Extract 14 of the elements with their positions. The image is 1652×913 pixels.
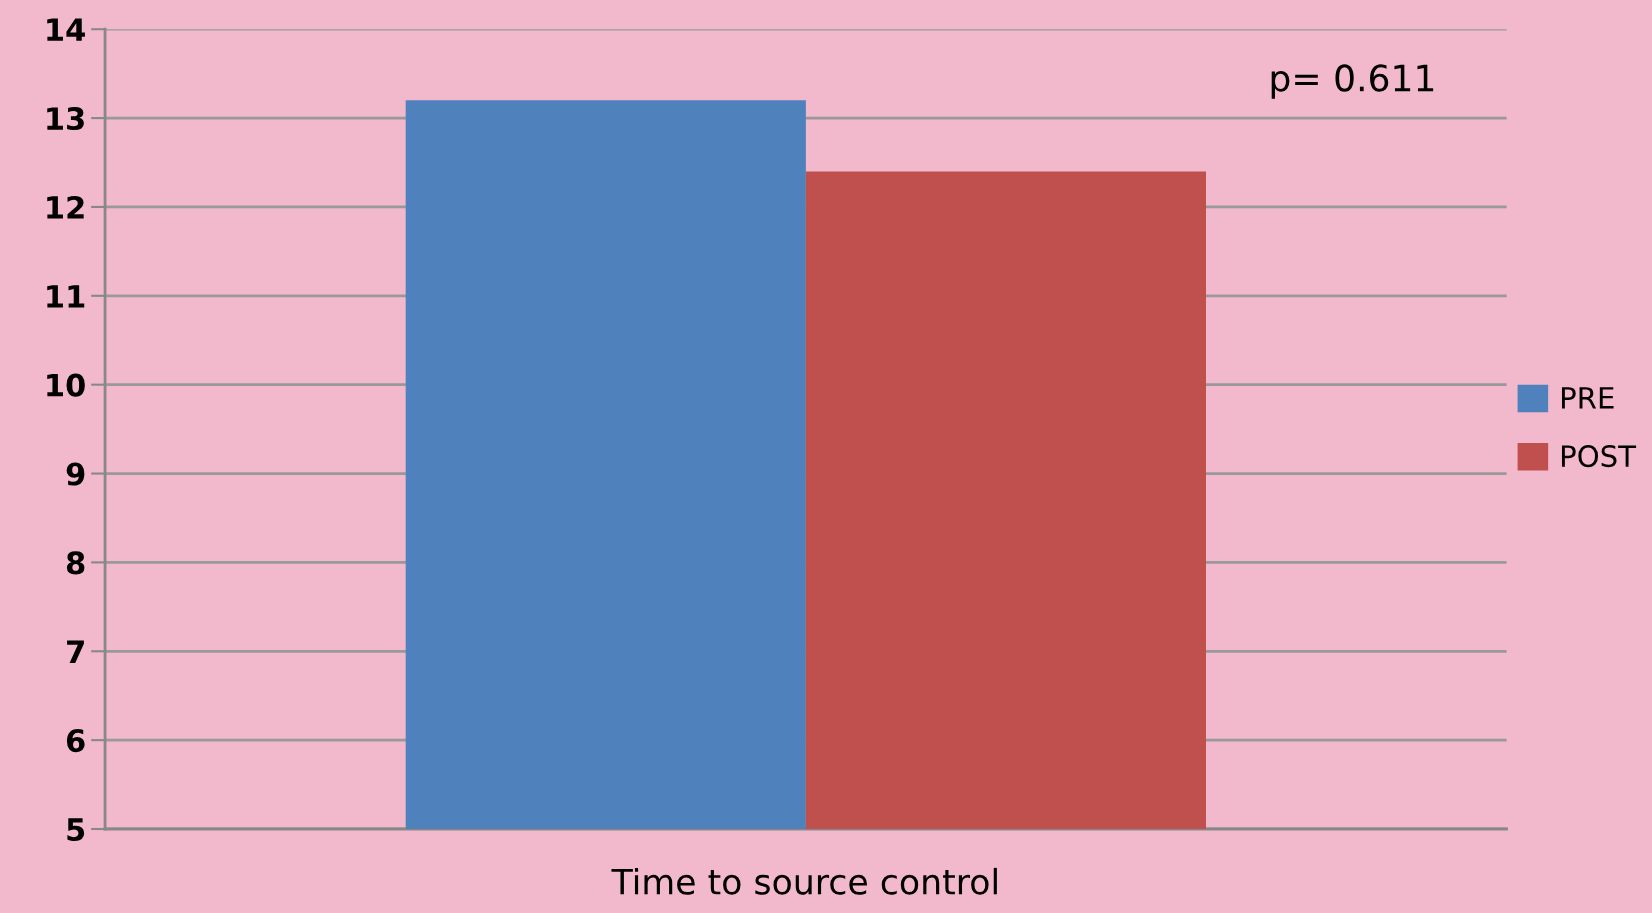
legend-label: POST — [1561, 445, 1637, 468]
x-tick-label: Time to source control — [611, 867, 997, 895]
y-tick-label: 6 — [66, 729, 85, 753]
y-tick-label: 5 — [67, 818, 85, 842]
y-tick-label: 14 — [47, 18, 85, 41]
y-tick-label: 8 — [66, 551, 85, 575]
legend-label: PRE — [1561, 387, 1614, 409]
y-tick-label: 13 — [47, 107, 84, 131]
y-tick-label: 10 — [47, 373, 85, 397]
y-tick-label: 9 — [66, 462, 85, 486]
annotation: p= 0.611 — [1271, 64, 1434, 99]
y-tick-label: 11 — [47, 285, 85, 308]
y-tick-label: 12 — [47, 195, 84, 219]
y-tick-label: 7 — [67, 640, 84, 663]
